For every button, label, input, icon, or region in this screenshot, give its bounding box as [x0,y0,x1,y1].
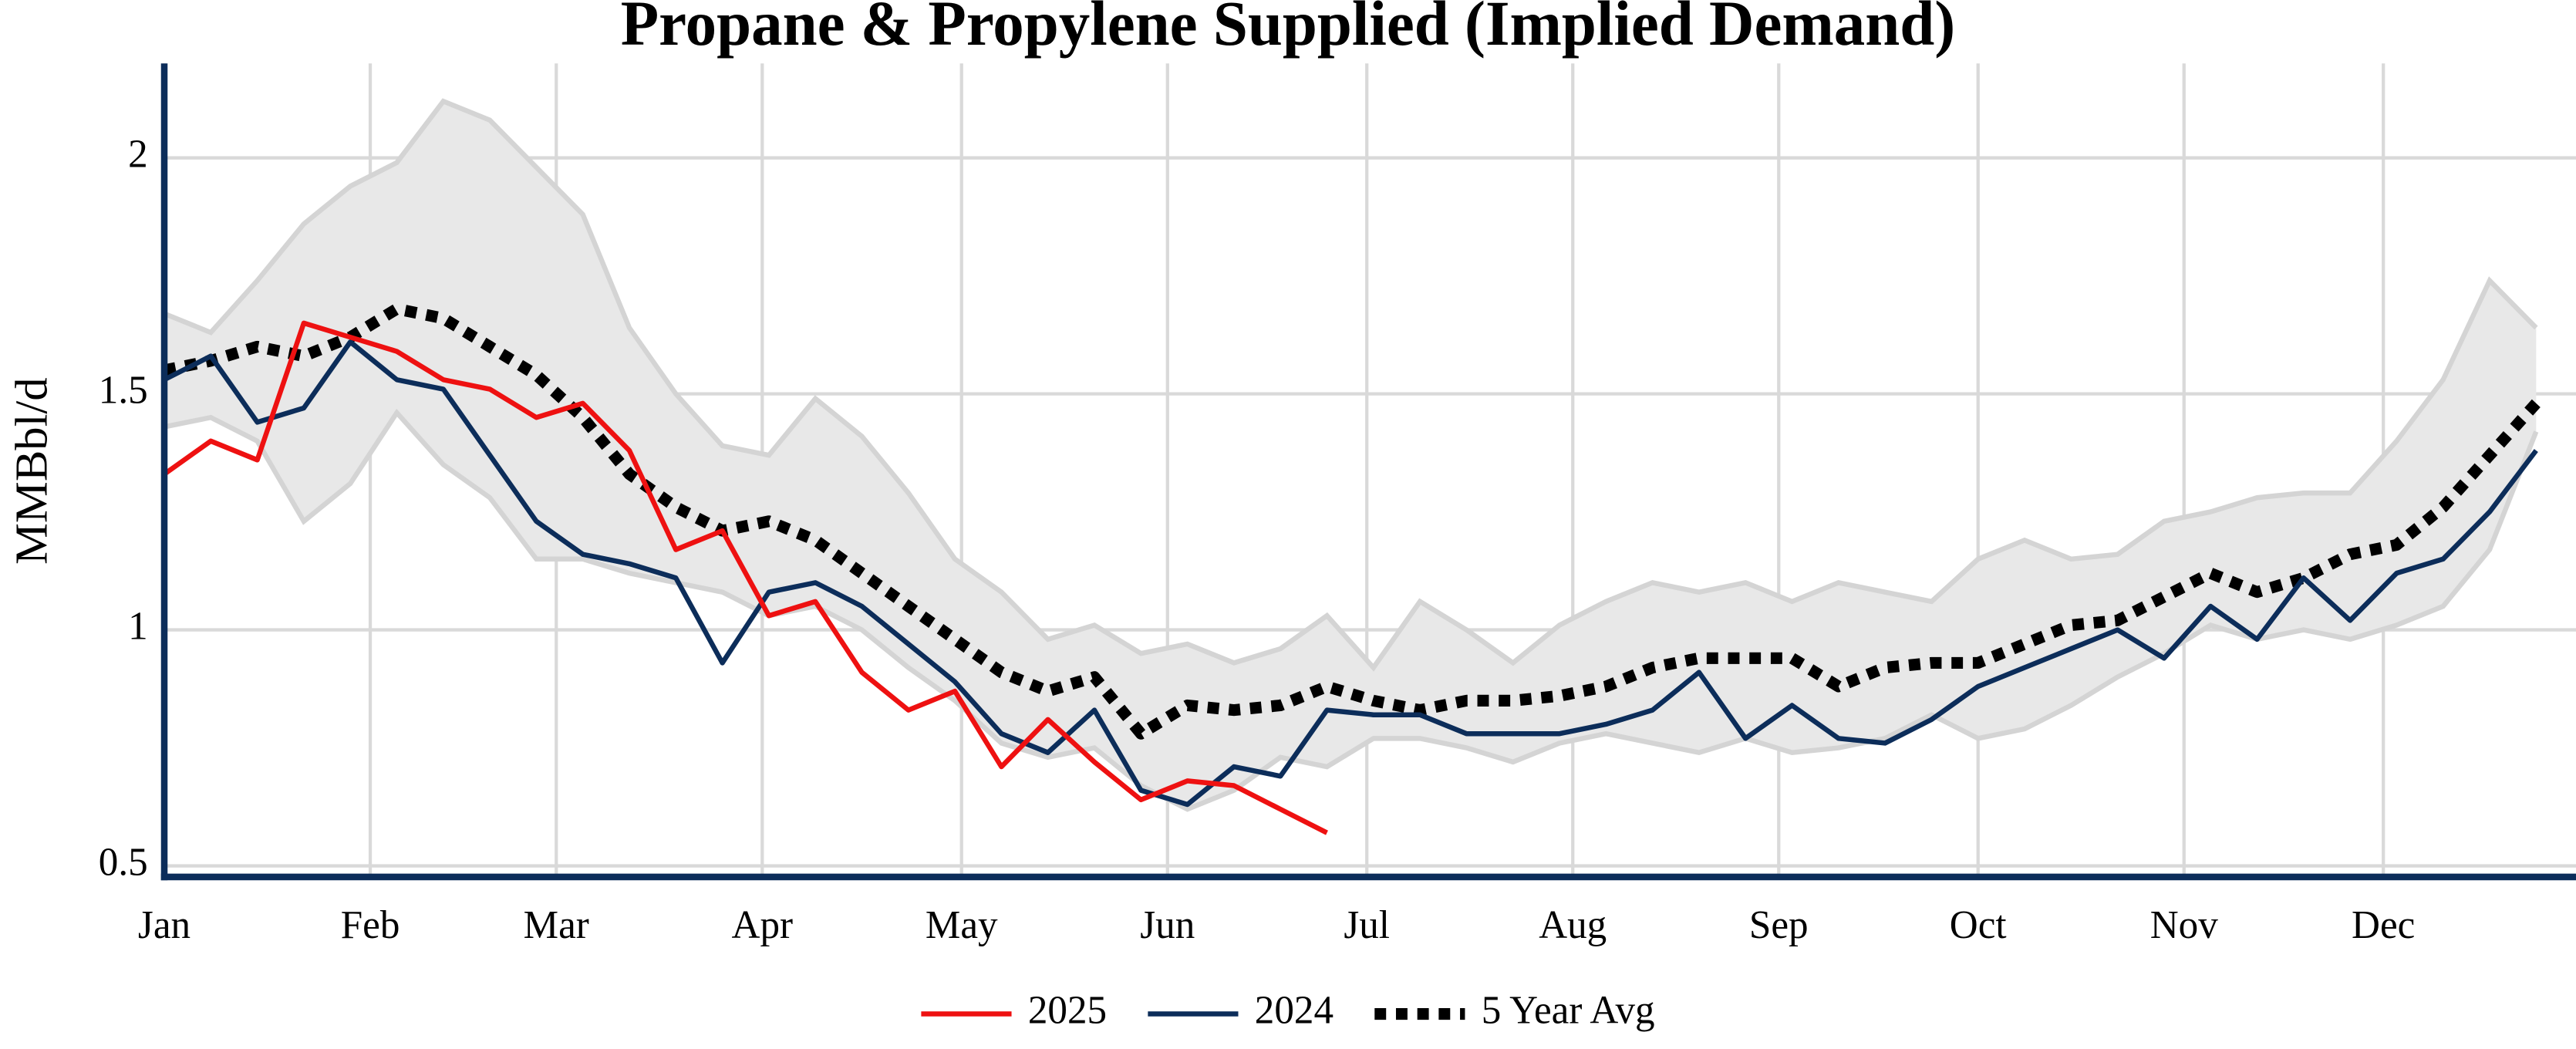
x-tick-label: Apr [732,903,794,947]
y-axis-label: MMBbl/d [6,377,57,565]
x-tick-label: Mar [524,903,589,947]
x-tick-label: Dec [2352,903,2415,947]
x-tick-label: Jun [1140,903,1195,947]
x-tick-label: Jan [138,903,191,947]
series-line [164,302,2541,740]
x-tick-label: Oct [1950,903,2007,947]
range-band [164,101,2537,810]
legend-label: 5 Year Avg [1482,988,1655,1032]
x-tick-label: Nov [2150,903,2218,947]
range-edge [164,98,2538,672]
y-tick-label: 1.5 [99,368,148,412]
x-tick-label: May [926,903,998,947]
chart-title: Propane & Propylene Supplied (Implied De… [621,0,1955,59]
y-tick-label: 2 [128,132,148,176]
y-tick-label: 1 [128,604,148,648]
legend-label: 2025 [1028,988,1107,1032]
series-line [164,320,1328,835]
axes: 0.5 1 1.5 2 Jan Feb Mar Apr May Jun Jul Aug Sep Oct No… [99,63,2576,947]
range-edge [164,408,2539,812]
legend-label: 2024 [1255,988,1334,1032]
y-tick-label: 0.5 [99,840,148,884]
x-tick-label: Sep [1749,903,1809,947]
plot-area [164,98,2541,835]
x-tick-label: Feb [341,903,400,947]
series-line [164,339,2538,808]
x-tick-label: Jul [1344,903,1390,947]
x-tick-label: Aug [1539,903,1607,947]
legend: 2025 2024 5 Year Avg [921,988,1655,1033]
